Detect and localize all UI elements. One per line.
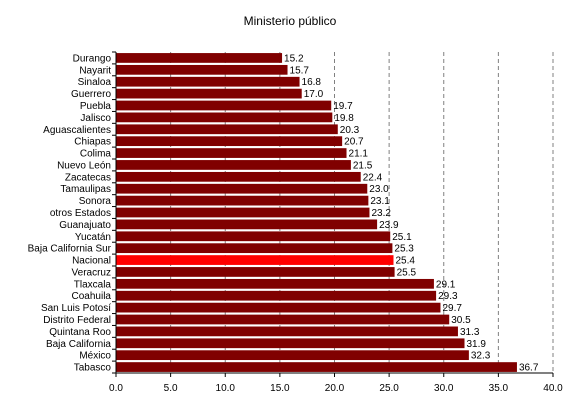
- category-label: Tabasco: [74, 363, 112, 374]
- category-label: Colima: [80, 149, 112, 160]
- bar-jalisco: [116, 112, 333, 123]
- bar-colima: [116, 148, 347, 158]
- bar-quintana-roo: [116, 326, 458, 337]
- value-label: 31.9: [467, 339, 487, 350]
- bar-aguascalientes: [116, 124, 338, 135]
- bar-nuevo-le-n: [116, 160, 351, 170]
- bar-baja-california: [116, 338, 465, 349]
- category-label: Jalisco: [80, 113, 111, 124]
- value-label: 19.7: [333, 101, 353, 112]
- bar-veracruz: [116, 267, 395, 277]
- value-label: 30.5: [451, 315, 471, 326]
- bar-m-xico: [116, 350, 469, 361]
- category-label: Veracruz: [72, 267, 111, 278]
- category-label: Baja California Sur: [28, 244, 112, 255]
- value-label: 23.9: [379, 220, 399, 231]
- category-label: Guanajuato: [59, 220, 111, 231]
- value-label: 36.7: [519, 363, 539, 374]
- x-tick-label: 5.0: [164, 383, 178, 394]
- value-label: 23.2: [371, 208, 391, 219]
- x-tick-label: 20.0: [325, 383, 345, 394]
- bar-tamaulipas: [116, 183, 368, 194]
- x-tick-label: 15.0: [270, 383, 290, 394]
- value-label: 21.1: [349, 149, 369, 160]
- bar-distrito-federal: [116, 314, 450, 325]
- value-label: 25.3: [394, 244, 414, 255]
- bar-sonora: [116, 195, 369, 206]
- category-label: Tlaxcala: [74, 279, 112, 290]
- category-label: Aguascalientes: [43, 125, 111, 136]
- x-tick-label: 10.0: [216, 383, 236, 394]
- category-label: Sinaloa: [78, 77, 112, 88]
- value-label: 17.0: [304, 89, 324, 100]
- value-label: 29.1: [436, 279, 456, 290]
- value-label: 15.2: [284, 53, 304, 64]
- category-label: Baja California: [46, 339, 111, 350]
- value-label: 20.3: [340, 125, 360, 136]
- category-label: Puebla: [80, 101, 112, 112]
- bar-puebla: [116, 100, 332, 111]
- value-label: 29.7: [442, 303, 462, 314]
- bar-chiapas: [116, 136, 343, 147]
- bar-sinaloa: [116, 76, 300, 87]
- x-tick-label: 25.0: [379, 383, 399, 394]
- value-label: 25.5: [397, 267, 417, 278]
- category-label: Sonora: [79, 196, 112, 207]
- category-label: Quintana Roo: [49, 327, 111, 338]
- bar-durango: [116, 53, 283, 63]
- value-label: 21.5: [353, 160, 373, 171]
- chart-title: Ministerio público: [244, 14, 337, 28]
- category-label: Coahuila: [72, 291, 112, 302]
- bars: [116, 53, 517, 372]
- category-label: Tamaulipas: [60, 184, 111, 195]
- x-tick-label: 0.0: [109, 383, 123, 394]
- category-label: Nuevo León: [57, 160, 111, 171]
- bar-baja-california-sur: [116, 243, 393, 254]
- value-label: 23.0: [369, 184, 389, 195]
- value-label: 15.7: [290, 65, 310, 76]
- x-tick-label: 35.0: [489, 383, 509, 394]
- bar-zacatecas: [116, 171, 361, 182]
- category-label: México: [79, 351, 111, 362]
- value-label: 22.4: [363, 172, 383, 183]
- category-label: Nayarit: [79, 65, 111, 76]
- category-label: Durango: [73, 53, 112, 64]
- bar-tabasco: [116, 362, 517, 372]
- bar-guanajuato: [116, 219, 378, 230]
- bar-coahuila: [116, 290, 437, 301]
- value-label: 19.8: [334, 113, 354, 124]
- value-label: 31.3: [460, 327, 480, 338]
- x-tick-label: 30.0: [434, 383, 454, 394]
- category-label: otros Estados: [50, 208, 111, 219]
- bar-yucat-n: [116, 231, 391, 242]
- category-label: Chiapas: [74, 137, 111, 148]
- category-label: Nacional: [72, 256, 111, 267]
- value-label: 16.8: [302, 77, 322, 88]
- value-label: 29.3: [438, 291, 458, 302]
- value-label: 25.1: [392, 232, 412, 243]
- bar-nacional: [116, 255, 394, 265]
- bar-nayarit: [116, 64, 288, 75]
- category-label: Zacatecas: [65, 172, 111, 183]
- labels: Durango 15.2 Nayarit 15.7 Sinaloa 16.8 Guerrer…: [28, 53, 539, 373]
- category-label: Guerrero: [71, 89, 111, 100]
- category-label: San Luis Potosí: [41, 303, 111, 314]
- axes: 0.0 5.0 10.0 15.0 20.0 25.0 30.0 35.0 40.0: [109, 51, 563, 394]
- value-label: 32.3: [471, 351, 491, 362]
- value-label: 20.7: [344, 137, 364, 148]
- bar-guerrero: [116, 88, 302, 99]
- bar-otros-estados: [116, 207, 370, 218]
- bar-san-luis-potos-: [116, 302, 441, 313]
- category-label: Distrito Federal: [43, 315, 111, 326]
- value-label: 25.4: [395, 256, 415, 267]
- bar-tlaxcala: [116, 278, 434, 289]
- x-tick-label: 40.0: [543, 383, 563, 394]
- value-label: 23.1: [370, 196, 390, 207]
- category-label: Yucatán: [75, 232, 111, 243]
